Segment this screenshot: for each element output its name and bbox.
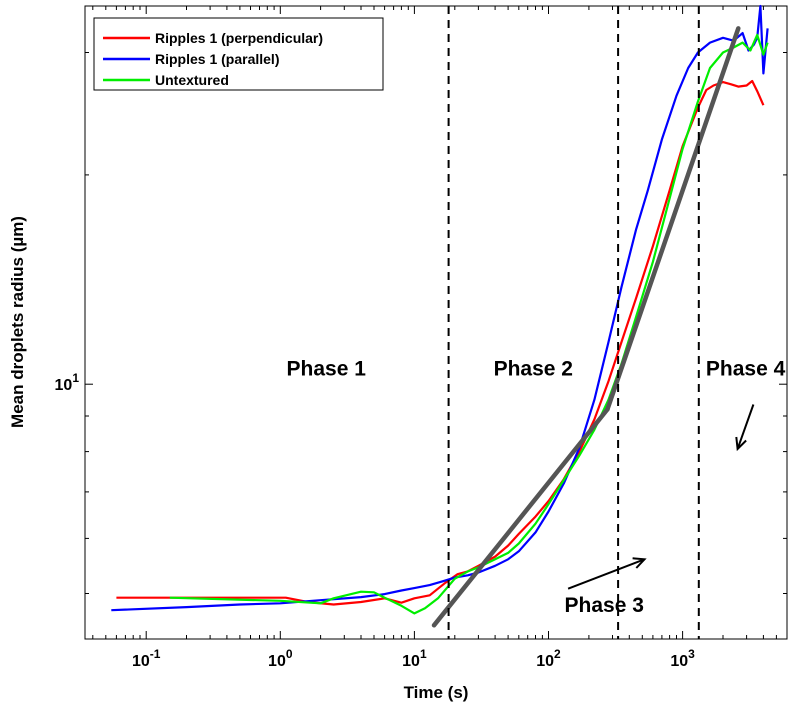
arrow-shaft-0	[567, 558, 645, 590]
x-tick-label-3: 102	[536, 647, 561, 670]
x-tick-label-0: 10-1	[132, 647, 161, 670]
x-tick-label-1: 100	[268, 647, 293, 670]
y-tick-label-0: 101	[55, 371, 80, 394]
x-axis-title: Time (s)	[404, 683, 469, 702]
legend-label-untextured: Untextured	[155, 72, 229, 88]
x-tick-label-2: 101	[402, 647, 427, 670]
legend: Ripples 1 (perpendicular) Ripples 1 (par…	[93, 17, 384, 91]
legend-label-perpendicular: Ripples 1 (perpendicular)	[155, 30, 323, 46]
series-layer	[111, 4, 769, 615]
phase-label-1: Phase 2	[494, 357, 573, 380]
fit-layer	[431, 26, 741, 628]
fit-line-1	[605, 26, 741, 412]
legend-label-parallel: Ripples 1 (parallel)	[155, 51, 279, 67]
fit-line-0	[431, 407, 610, 628]
phase-label-3: Phase 3	[565, 594, 644, 617]
plot-frame	[84, 5, 788, 640]
annotation-layer: Phase 1 Phase 2 Phase 4 Phase 3	[287, 357, 786, 617]
y-axis-title: Mean droplets radius (µm)	[8, 216, 27, 428]
arrow-shaft-1	[736, 404, 755, 450]
x-tick-label-4: 103	[670, 647, 695, 670]
phase-label-2: Phase 4	[706, 357, 786, 380]
legend-box	[93, 17, 384, 91]
series-line-1	[111, 4, 769, 612]
arrow-head-1	[735, 436, 747, 452]
series-line-2	[169, 33, 769, 615]
phase-boundary-layer	[447, 6, 700, 639]
arrow-head-0	[632, 557, 647, 569]
phase-label-0: Phase 1	[287, 357, 367, 380]
tick-layer: 10-1 100 101 102 103 101	[55, 6, 788, 670]
